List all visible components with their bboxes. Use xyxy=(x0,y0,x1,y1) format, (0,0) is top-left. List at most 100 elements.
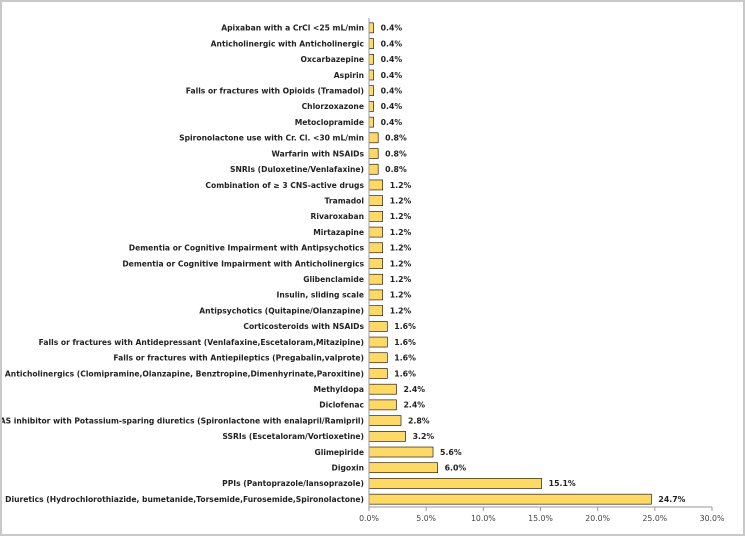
category-label: Digoxin xyxy=(332,464,364,473)
category-label: Rivaroxaban xyxy=(311,212,364,221)
bar xyxy=(368,493,652,505)
data-label: 24.7% xyxy=(658,495,685,504)
data-label: 1.2% xyxy=(390,196,412,205)
bar xyxy=(368,179,384,191)
category-label: SSRIs (Escetaloram/Vortioxetine) xyxy=(222,432,364,441)
data-label: 0.8% xyxy=(385,149,407,158)
data-label: 0.4% xyxy=(381,39,403,48)
data-label: 5.6% xyxy=(440,448,462,457)
category-label: Insulin, sliding scale xyxy=(277,291,364,300)
category-label: Mirtazapine xyxy=(313,228,364,237)
category-label: Warfarin with NSAIDs xyxy=(272,149,365,158)
bar xyxy=(368,352,388,364)
category-label: SNRIs (Duloxetine/Venlafaxine) xyxy=(230,165,364,174)
bar xyxy=(368,38,374,49)
category-label: Apixaban with a CrCl <25 mL/min xyxy=(221,24,364,33)
category-label: Methyldopa xyxy=(313,385,364,394)
data-label: 6.0% xyxy=(445,464,467,473)
bar xyxy=(368,399,397,411)
bar xyxy=(368,226,384,238)
bar xyxy=(368,148,379,159)
data-label: 0.4% xyxy=(381,24,403,33)
bar xyxy=(368,415,402,426)
category-label: Diuretics (Hydrochlorothiazide, bumetani… xyxy=(5,495,364,504)
data-label: 1.2% xyxy=(390,181,412,190)
data-label: 3.2% xyxy=(413,432,435,441)
bar xyxy=(368,85,374,96)
category-label: Oxcarbazepine xyxy=(301,55,364,64)
data-label: 0.4% xyxy=(381,55,403,64)
category-label: Anticholinergic with Anticholinergic xyxy=(211,39,364,48)
bar xyxy=(368,321,388,332)
x-axis-ticks: 0.0% 5.0% 10.0% 15.0% 20.0% 25.0% 30.0% xyxy=(359,507,724,523)
bar xyxy=(368,478,542,489)
category-label: Glimepiride xyxy=(315,448,364,457)
x-tick-label: 0.0% xyxy=(359,514,379,523)
bar xyxy=(368,242,384,254)
x-tick-label: 5.0% xyxy=(416,514,436,523)
x-tick-label: 20.0% xyxy=(585,514,610,523)
data-label: 1.2% xyxy=(390,212,412,221)
x-tick-label: 10.0% xyxy=(471,514,496,523)
data-label: 0.4% xyxy=(381,86,403,95)
category-label: Falls or fractures with Opioids (Tramado… xyxy=(186,86,364,95)
bar xyxy=(368,336,388,348)
bar xyxy=(368,431,406,442)
category-label: PPIs (Pantoprazole/lansoprazole) xyxy=(222,479,364,488)
data-label: 1.2% xyxy=(390,275,412,284)
category-label: Falls or fractures with Antiepileptics (… xyxy=(113,354,364,363)
category-label: Dementia or Cognitive Impairment with An… xyxy=(129,244,365,253)
category-label: Metoclopramide xyxy=(295,118,364,127)
bar xyxy=(368,273,384,285)
data-label: 1.6% xyxy=(394,369,416,378)
data-label: 1.6% xyxy=(394,322,416,331)
data-label: 0.8% xyxy=(385,134,407,143)
category-label: Chlorzoxazone xyxy=(302,102,364,111)
data-label: 1.2% xyxy=(390,228,412,237)
data-label: 0.4% xyxy=(381,118,403,127)
data-label: 0.4% xyxy=(381,102,403,111)
data-label: 2.4% xyxy=(403,385,425,394)
bar xyxy=(368,446,434,458)
data-label: 1.2% xyxy=(390,259,412,268)
category-label: Anticholinergics (Clomipramine,Olanzapin… xyxy=(5,369,364,378)
data-label: 1.2% xyxy=(390,306,412,315)
x-tick-label: 25.0% xyxy=(642,514,667,523)
x-tick-label: 30.0% xyxy=(700,514,725,523)
data-label: 2.4% xyxy=(403,401,425,410)
data-label: 1.6% xyxy=(394,338,416,347)
category-label: Aspirin xyxy=(334,71,364,80)
bar xyxy=(368,53,374,65)
data-label: 15.1% xyxy=(549,479,576,488)
data-label: 0.4% xyxy=(381,71,403,80)
bar xyxy=(368,211,384,222)
category-label: Tramadol xyxy=(324,196,364,205)
bar xyxy=(368,305,384,316)
data-label: 0.8% xyxy=(385,165,407,174)
category-label: Diclofenac xyxy=(319,401,364,410)
bar xyxy=(368,132,379,144)
bar xyxy=(368,69,374,81)
category-label: Dementia or Cognitive Impairment with An… xyxy=(122,259,364,268)
bar xyxy=(368,368,388,379)
data-labels: 0.4% 0.4% 0.4% 0.4% 0.4% 0.4% 0.4% 0.8% 0.8% 0.8%… xyxy=(381,24,686,504)
bar xyxy=(368,101,374,112)
category-label: Combination of ≥ 3 CNS-active drugs xyxy=(205,181,364,190)
category-label: RAS inhibitor with Potassium-sparing diu… xyxy=(2,416,364,425)
bars xyxy=(368,22,652,505)
bar xyxy=(368,163,379,175)
category-label: Spironolactone use with Cr. Cl. <30 mL/m… xyxy=(179,134,364,143)
bar xyxy=(368,116,374,128)
category-labels: Apixaban with a CrCl <25 mL/min Anticholi… xyxy=(2,24,364,504)
data-label: 1.2% xyxy=(390,291,412,300)
data-label: 2.8% xyxy=(408,416,430,425)
data-label: 1.6% xyxy=(394,354,416,363)
category-label: Antipsychotics (Quitapine/Olanzapine) xyxy=(199,306,364,315)
x-tick-label: 15.0% xyxy=(528,514,553,523)
category-label: Glibenclamide xyxy=(303,275,364,284)
bar xyxy=(368,22,374,34)
category-label: Falls or fractures with Antidepressant (… xyxy=(39,338,364,347)
bar xyxy=(368,195,384,206)
